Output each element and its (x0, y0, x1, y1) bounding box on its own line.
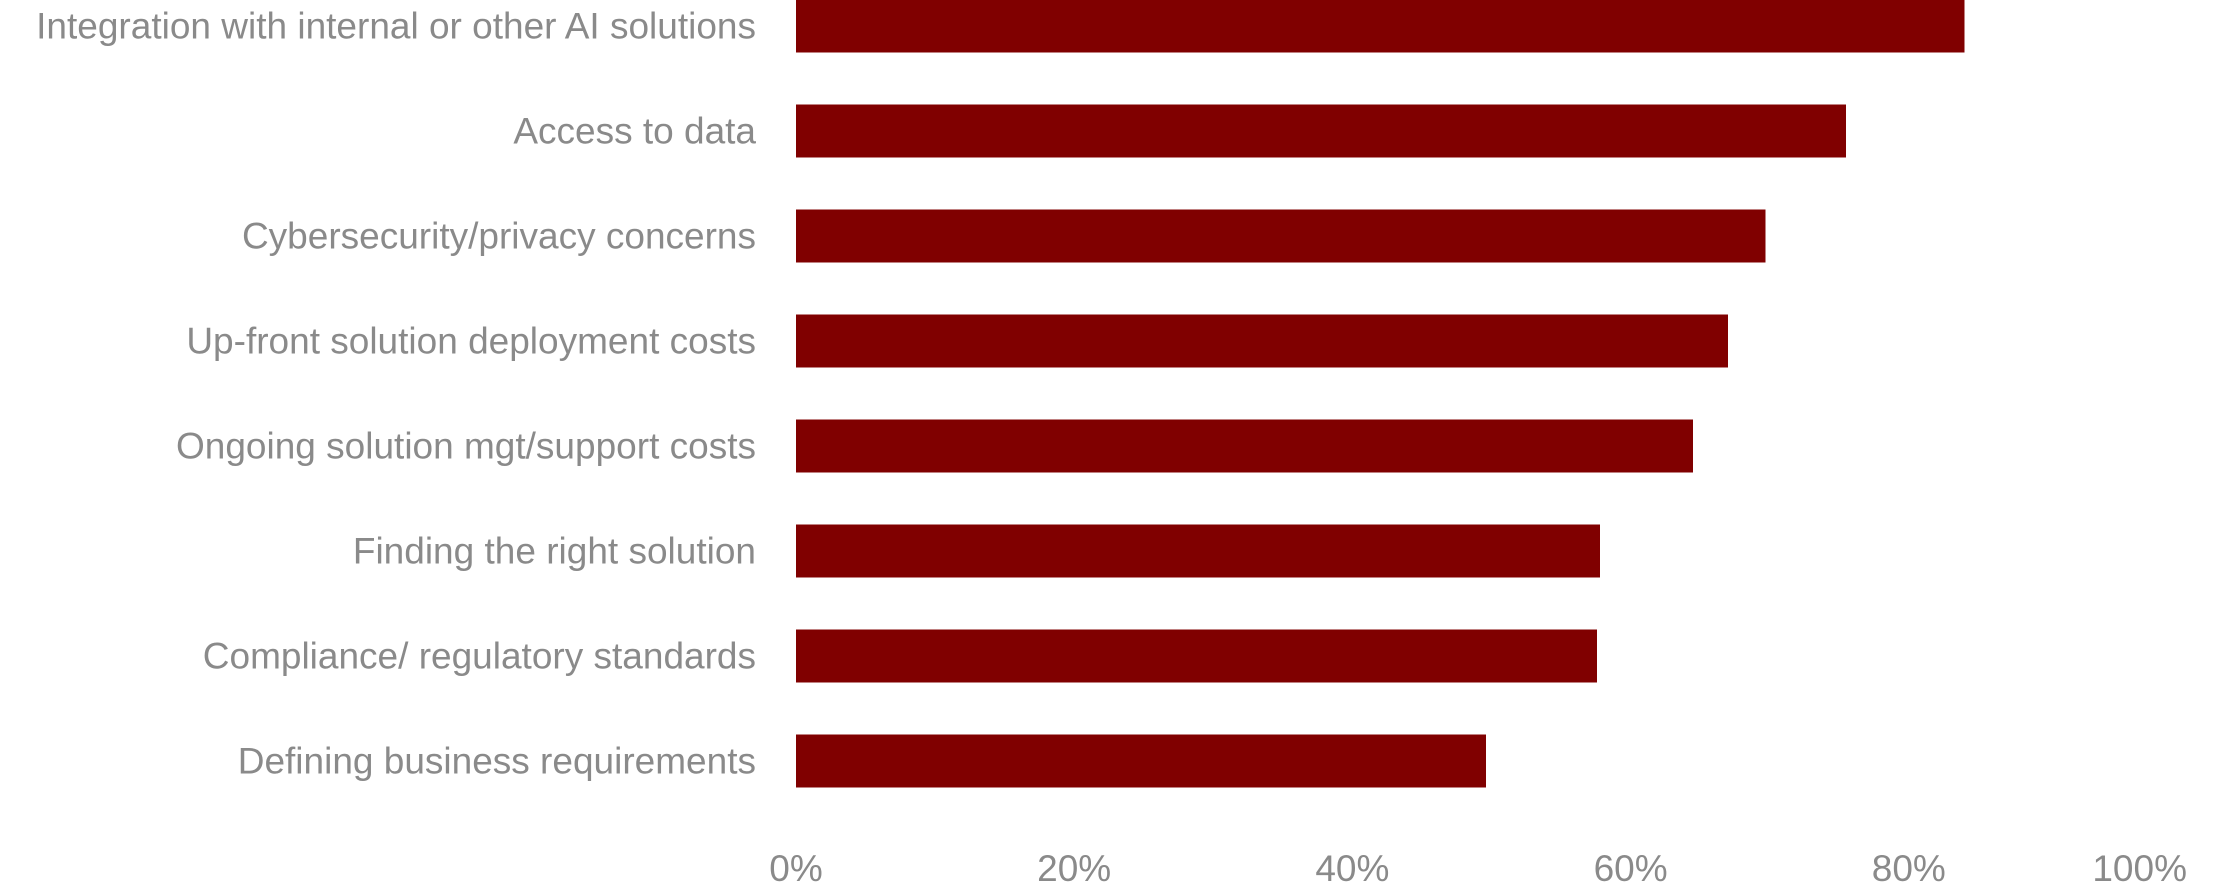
x-tick-label-5: 80% (1872, 848, 1946, 889)
x-axis-tick-labels-group: 0% 20% 40% 60% 80% 100% (769, 848, 2187, 889)
category-label-6: Finding the right solution (353, 531, 756, 572)
category-label-5: Ongoing solution mgt/support costs (176, 426, 756, 467)
x-tick-label-1: 0% (769, 848, 822, 889)
x-tick-label-3: 40% (1315, 848, 1389, 889)
category-label-4: Up-front solution deployment costs (186, 321, 756, 362)
x-tick-label-2: 20% (1037, 848, 1111, 889)
bars-group (796, 0, 1965, 788)
bar-8 (796, 734, 1486, 788)
category-labels-group: Integration with internal or other AI so… (36, 6, 756, 782)
bar-3 (796, 209, 1766, 263)
bar-2 (796, 104, 1847, 158)
x-tick-label-6: 100% (2092, 848, 2187, 889)
bar-6 (796, 524, 1600, 578)
bar-1 (796, 0, 1965, 53)
category-label-3: Cybersecurity/privacy concerns (242, 216, 756, 257)
bar-5 (796, 419, 1694, 473)
category-label-1: Integration with internal or other AI so… (36, 6, 756, 47)
x-tick-label-4: 60% (1594, 848, 1668, 889)
category-label-7: Compliance/ regulatory standards (203, 636, 756, 677)
bar-4 (796, 314, 1728, 368)
bar-7 (796, 629, 1598, 683)
category-label-2: Access to data (513, 111, 756, 152)
category-label-8: Defining business requirements (238, 741, 756, 782)
